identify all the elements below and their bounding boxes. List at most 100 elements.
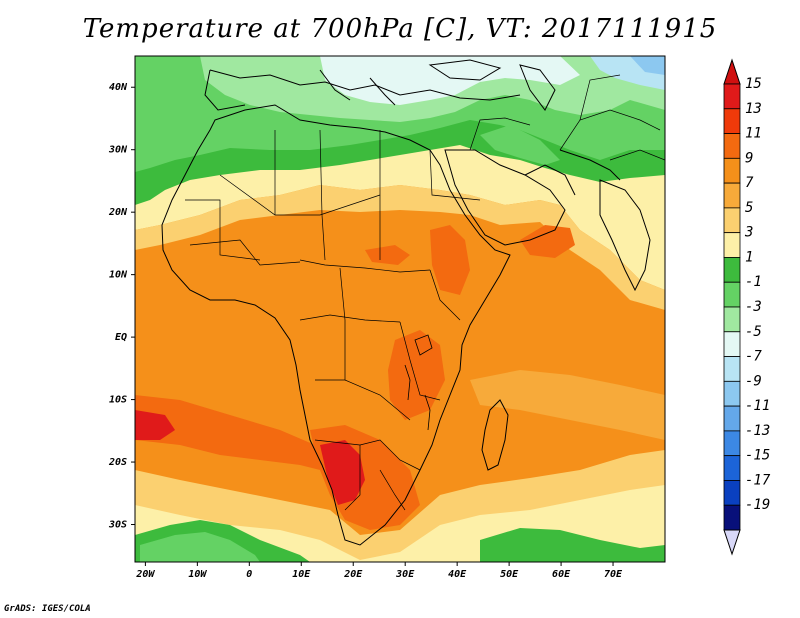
- map-fields: [135, 56, 665, 562]
- border-southern-3: [344, 445, 361, 511]
- colorbar-swatch: [723, 157, 741, 184]
- border-westafrica-2: [189, 239, 301, 266]
- colorbar-label: -7: [745, 349, 762, 365]
- lon-label: 20W: [135, 569, 155, 580]
- lon-label: 60E: [552, 569, 571, 580]
- lon-label: 10E: [292, 569, 311, 580]
- lat-label: 30S: [108, 520, 127, 531]
- persian-gulf: [524, 164, 576, 196]
- field-hot-ethiopia: [430, 225, 470, 295]
- colorbar-label: -15: [745, 448, 770, 464]
- lat-label: 20N: [108, 207, 128, 218]
- border-eastafrica-1: [429, 269, 461, 321]
- border-sahara-5: [429, 149, 481, 201]
- colorbar-label: 5: [745, 200, 753, 216]
- italy-coast: [319, 69, 351, 101]
- lon-label: 0: [246, 569, 252, 580]
- colorbar-label: 15: [745, 76, 762, 92]
- colorbar-swatch: [723, 430, 741, 457]
- colorbar-label: -1: [745, 274, 762, 290]
- field-veryhot-namibia: [320, 440, 365, 505]
- colorbar-bottom-arrow: [723, 529, 741, 556]
- colorbar-swatch: [723, 257, 741, 283]
- border-centralafrica-2: [299, 314, 401, 323]
- lake-tanganyika: [404, 364, 411, 401]
- lakes: [404, 334, 433, 431]
- colorbar-swatch: [723, 281, 741, 308]
- colorbar: 15 13 11 9 7 5 3 1 -1 -3 -5 -7 -9 -11 -13 -15 -17 -19: [723, 58, 771, 556]
- caspian-coast: [519, 64, 556, 111]
- border-sahara-3: [319, 129, 326, 261]
- colorbar-label: -13: [745, 423, 770, 439]
- colorbar-label: 3: [744, 225, 753, 241]
- field-veryhot-southatlantic: [135, 410, 175, 440]
- colorbar-swatch: [723, 380, 741, 407]
- lon-label: 70E: [604, 569, 623, 580]
- field-green-south-east: [480, 528, 665, 562]
- colorbar-label: -3: [745, 299, 762, 315]
- lon-label: 50E: [500, 569, 519, 580]
- colorbar-swatch: [723, 356, 741, 382]
- field-lightgreen-south: [140, 532, 260, 562]
- lake-malawi: [424, 394, 431, 431]
- colorbar-label: 1: [745, 249, 753, 265]
- colorbar-swatch: [723, 108, 741, 134]
- border-asia-2: [609, 149, 665, 161]
- colorbar-label: -17: [745, 472, 771, 488]
- border-asia-1: [579, 74, 621, 121]
- border-eastafrica-2: [399, 321, 441, 401]
- border-centralafrica-3: [339, 267, 346, 380]
- europe-coast: [209, 69, 521, 101]
- iberia-coast: [204, 69, 246, 111]
- madagascar-coast: [481, 399, 509, 471]
- colorbar-label: 11: [745, 126, 762, 142]
- colorbar-swatch: [723, 83, 741, 110]
- lat-label: 10S: [109, 395, 127, 406]
- lat-label: 10N: [109, 270, 128, 281]
- field-verypale-north: [320, 56, 580, 105]
- colorbar-label: -9: [745, 373, 762, 389]
- border-westafrica-1: [185, 199, 261, 261]
- lake-victoria: [414, 334, 433, 356]
- border-southern-1: [315, 379, 411, 421]
- colorbar-swatch: [723, 405, 741, 432]
- colorbar-top-arrow: [723, 58, 741, 85]
- colorbar-label: 9: [745, 150, 753, 166]
- map-frame: [134, 55, 666, 563]
- blacksea-coast: [428, 59, 502, 81]
- colorbar-swatch: [723, 182, 741, 209]
- border-middleeast-2: [559, 109, 661, 151]
- field-hot-southatlantic: [135, 395, 320, 470]
- lon-label: 10W: [188, 569, 207, 580]
- colorbar-label: 7: [745, 175, 754, 191]
- colorbar-swatch: [723, 232, 741, 258]
- lon-axis: 20W 10W 0 10E 20E 30E 40E 50E 60E 70E: [135, 562, 623, 580]
- chart-title: Temperature at 700hPa [C], VT: 201711191…: [82, 14, 718, 44]
- lat-label: 40N: [109, 82, 128, 93]
- lat-label: 30N: [108, 145, 128, 156]
- colorbar-swatch: [723, 207, 741, 234]
- arabia-coast: [444, 149, 566, 246]
- lat-label: EQ: [115, 332, 127, 343]
- colorbar-swatch: [723, 133, 741, 159]
- border-southern-2: [314, 439, 421, 471]
- field-blue-north: [630, 56, 665, 75]
- lon-label: 40E: [448, 569, 467, 580]
- colorbar-swatch: [723, 480, 741, 506]
- credit-text: GrADS: IGES/COLA: [4, 604, 91, 614]
- border-sahara-1: [219, 174, 381, 216]
- colorbar-label: 13: [745, 101, 762, 117]
- iran-coast: [559, 149, 621, 181]
- borders: [185, 74, 665, 511]
- colorbar-label: -5: [745, 324, 762, 340]
- field-green-arabia: [480, 125, 560, 165]
- border-southern-4: [379, 469, 406, 511]
- colorbar-label: -11: [745, 398, 770, 414]
- field-hot-madagascar: [470, 370, 665, 440]
- colorbar-swatch: [723, 306, 741, 333]
- colorbar-label: -19: [745, 497, 770, 513]
- colorbar-swatch: [723, 331, 741, 357]
- lon-label: 30E: [395, 569, 415, 580]
- lat-label: 20S: [108, 457, 127, 468]
